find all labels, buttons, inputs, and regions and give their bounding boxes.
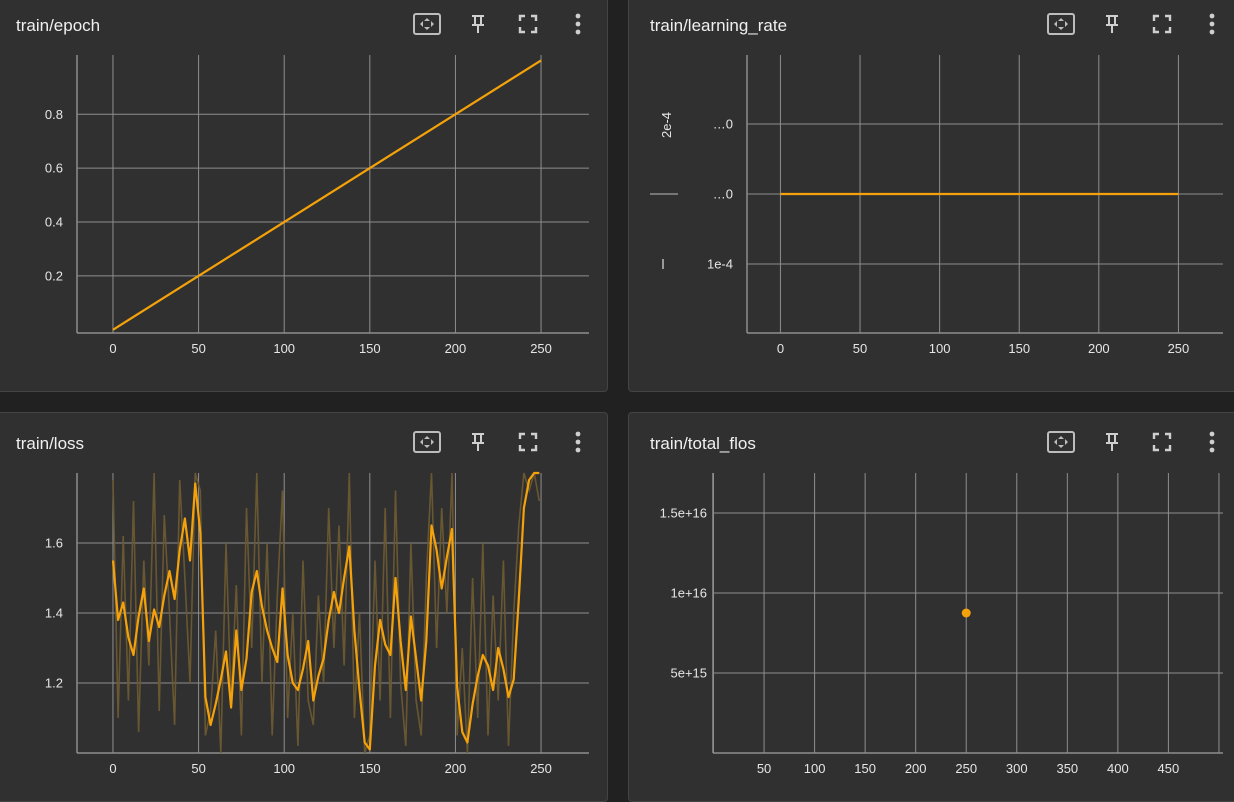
x-tick-label: 250 (530, 341, 552, 356)
y-axis-title: 2e-4 (659, 112, 674, 138)
x-tick-label: 50 (191, 761, 205, 776)
fullscreen-icon[interactable] (1148, 11, 1176, 37)
x-tick-label: 300 (1006, 761, 1028, 776)
fullscreen-icon[interactable] (1148, 429, 1176, 455)
y-tick-label: 1.4 (45, 606, 63, 621)
x-tick-label: 0 (777, 341, 784, 356)
y-tick-label: 1.5e+16 (660, 506, 707, 521)
loss-plot[interactable]: 0 50 100 150 200 250 1.2 1.4 1.6 (0, 413, 608, 802)
total-flos-plot[interactable]: 50 100 150 200 250 300 350 400 450 5e+15 1e+16 1.5e… (629, 413, 1234, 802)
y-tick-label: …0 (713, 117, 733, 132)
x-tick-label: 250 (1168, 341, 1190, 356)
loss-raw-series-line (112, 472, 541, 754)
y-tick-label: 1.2 (45, 676, 63, 691)
pin-icon[interactable] (1098, 11, 1126, 37)
x-tick-label: 0 (109, 761, 116, 776)
epoch-plot[interactable]: 0 50 100 150 200 250 0.2 0.4 0.6 0.8 (0, 0, 608, 392)
fit-domain-icon[interactable] (413, 11, 441, 37)
x-tick-label: 200 (445, 761, 467, 776)
x-tick-label: 150 (359, 341, 381, 356)
x-tick-label: 200 (905, 761, 927, 776)
x-tick-label: 100 (273, 761, 295, 776)
x-tick-label: 50 (853, 341, 867, 356)
pin-icon[interactable] (464, 11, 492, 37)
x-tick-label: 200 (1088, 341, 1110, 356)
y-tick-label: 0.6 (45, 161, 63, 176)
card-title: train/loss (16, 434, 85, 453)
fit-domain-icon[interactable] (1047, 11, 1075, 37)
x-tick-label: 100 (273, 341, 295, 356)
y-tick-label: 0.4 (45, 215, 63, 230)
fullscreen-icon[interactable] (514, 11, 542, 37)
x-tick-label: 350 (1056, 761, 1078, 776)
card-title: train/epoch (16, 16, 101, 35)
chart-card-train-total-flos: train/total_flos 50 100 150 200 250 300 350 400… (628, 412, 1234, 802)
card-title: train/learning_rate (650, 16, 788, 35)
x-tick-label: 50 (191, 341, 205, 356)
chart-card-train-learning-rate: train/learning_rate 0 50 100 150 200 250 …0 …0 1… (628, 0, 1234, 392)
x-tick-label: 450 (1158, 761, 1180, 776)
y-tick-label: …0 (713, 187, 733, 202)
x-tick-label: 150 (1008, 341, 1030, 356)
x-tick-label: 100 (929, 341, 951, 356)
more-vert-icon[interactable] (1198, 429, 1226, 455)
fullscreen-icon[interactable] (514, 429, 542, 455)
y-tick-label: 1e-4 (707, 257, 733, 272)
x-tick-label: 250 (955, 761, 977, 776)
total-flos-point (961, 608, 971, 618)
y-tick-label: 0.2 (45, 268, 63, 283)
x-tick-label: 250 (530, 761, 552, 776)
fit-domain-icon[interactable] (413, 429, 441, 455)
x-tick-label: 200 (445, 341, 467, 356)
learning-rate-plot[interactable]: 0 50 100 150 200 250 …0 …0 1e-4 2e-4 (629, 0, 1234, 392)
y-tick-label: 1e+16 (670, 586, 707, 601)
x-tick-label: 150 (854, 761, 876, 776)
card-title: train/total_flos (650, 434, 756, 453)
more-vert-icon[interactable] (564, 429, 592, 455)
x-tick-label: 0 (109, 341, 116, 356)
fit-domain-icon[interactable] (1047, 429, 1075, 455)
y-tick-label: 1.6 (45, 536, 63, 551)
epoch-series-line (112, 59, 542, 331)
x-tick-label: 150 (359, 761, 381, 776)
more-vert-icon[interactable] (1198, 11, 1226, 37)
x-tick-label: 400 (1107, 761, 1129, 776)
pin-icon[interactable] (1098, 429, 1126, 455)
y-tick-label: 5e+15 (670, 666, 707, 681)
y-tick-label: 0.8 (45, 107, 63, 122)
more-vert-icon[interactable] (564, 11, 592, 37)
x-tick-label: 100 (804, 761, 826, 776)
pin-icon[interactable] (464, 429, 492, 455)
chart-card-train-epoch: train/epoch 0 50 100 150 200 250 0.2 0.4 0.6 0.8 (0, 0, 608, 392)
chart-card-train-loss: train/loss 0 50 100 150 200 250 1.2 1.4 1.6 (0, 412, 608, 802)
loss-smoothed-series-line (111, 471, 540, 751)
x-tick-label: 50 (757, 761, 771, 776)
